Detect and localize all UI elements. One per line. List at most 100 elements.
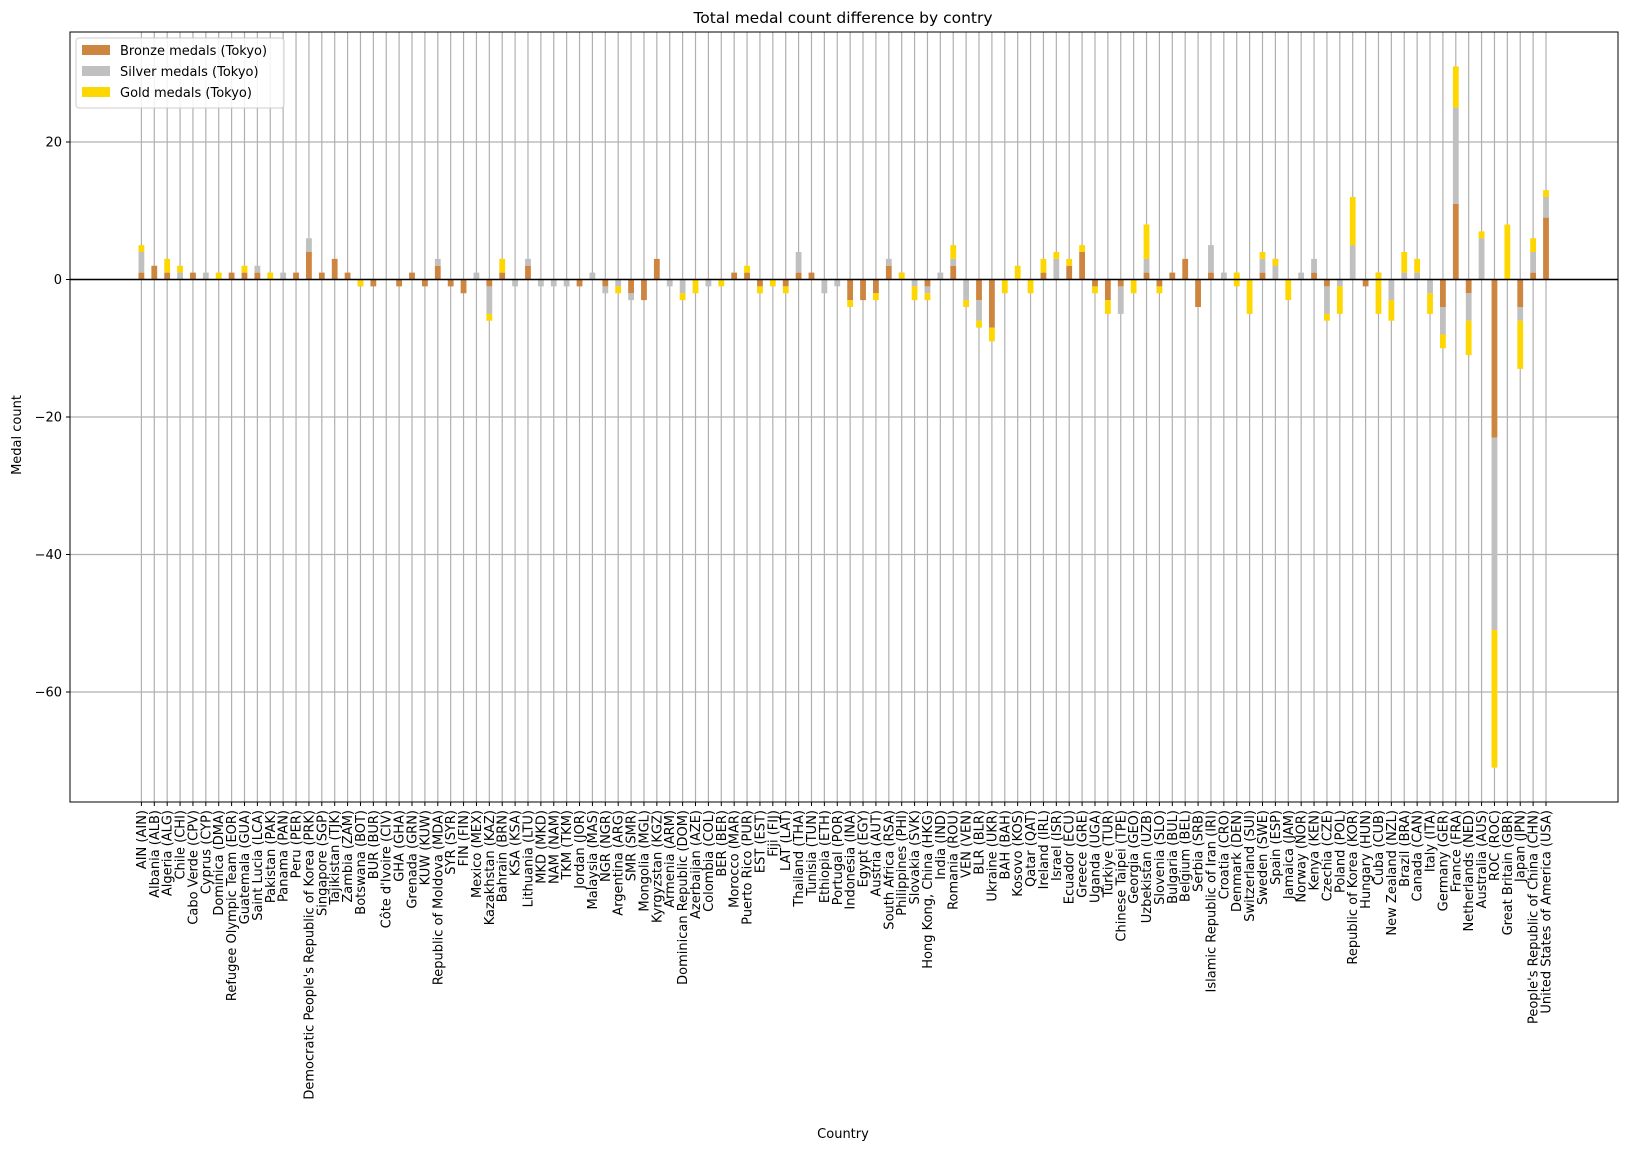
chart-title: Total medal count difference by contry	[692, 9, 992, 27]
bar-silver	[937, 272, 944, 280]
bar-gold	[215, 272, 222, 280]
bar-gold	[679, 293, 686, 301]
bar-silver	[280, 272, 287, 280]
bar-gold	[1001, 279, 1008, 294]
bar-bronze	[731, 272, 738, 280]
x-tick-label: Slovenia (SLO)	[1153, 810, 1168, 905]
x-tick-label: Jamaica (JAM)	[1282, 810, 1297, 900]
x-tick-label: Norway (NOR)	[1295, 810, 1310, 903]
x-tick-label: Poland (POL)	[1333, 810, 1348, 893]
x-tick-label: Australia (AUS)	[1475, 810, 1490, 908]
x-tick-label: Denmark (DEN)	[1230, 810, 1245, 912]
bar-gold	[1504, 224, 1511, 280]
bar-gold	[873, 293, 879, 301]
x-tick-label: Colombia (COL)	[702, 810, 717, 912]
bar-gold	[1272, 258, 1279, 266]
x-tick-label: Türkiye (TUR)	[1101, 810, 1116, 898]
bar-bronze	[641, 279, 647, 301]
bar-gold	[718, 279, 725, 287]
x-tick-label: Chinese Taipei (TPE)	[1114, 810, 1129, 942]
bar-bronze	[241, 272, 248, 280]
x-tick-label: Ecuador (ECU)	[1063, 810, 1078, 904]
x-tick-label: TKM (TKM)	[560, 810, 575, 881]
x-tick-label: Austria (AUT)	[869, 810, 884, 897]
y-axis-ticks: 20 0 −20 −40 −60	[35, 136, 70, 701]
bar-bronze	[460, 279, 467, 294]
bar-bronze	[293, 272, 299, 280]
x-tick-label: Cyprus (CYP)	[199, 810, 214, 894]
bar-gold	[1349, 197, 1356, 246]
x-tick-label: BLR (BLR)	[973, 810, 988, 875]
x-tick-label: Belgium (BEL)	[1179, 810, 1194, 902]
bar-bronze	[254, 272, 261, 280]
bar-silver	[1491, 437, 1498, 631]
x-tick-label: SMR (SMR)	[625, 810, 640, 881]
bar-gold	[950, 245, 957, 259]
x-tick-label: Thailand (THA)	[792, 810, 807, 908]
x-tick-label: FIN (FIN)	[457, 810, 472, 866]
bar-gold	[1478, 231, 1485, 239]
bar-gold	[1053, 252, 1060, 259]
bar-bronze	[808, 272, 815, 280]
bar-bronze	[873, 279, 879, 294]
legend-box	[75, 37, 285, 109]
x-tick-label: Greece (GRE)	[1076, 810, 1091, 898]
bar-silver	[1517, 307, 1524, 321]
x-tick-label: Côte d'Ivoire (CIV)	[380, 810, 395, 928]
bar-bronze	[1517, 279, 1524, 307]
bar-gold	[924, 293, 931, 301]
bar-silver	[705, 279, 712, 287]
bar-silver	[1053, 258, 1060, 280]
bar-silver	[924, 286, 931, 294]
bar-silver	[1427, 279, 1433, 294]
bar-silver	[950, 258, 957, 266]
x-tick-label: Lithuania (LTU)	[521, 810, 536, 907]
bar-bronze	[1440, 279, 1446, 307]
x-tick-label: Ireland (IRL)	[1037, 810, 1052, 889]
bar-bronze	[409, 272, 415, 280]
bar-silver	[628, 293, 634, 301]
x-tick-label: United States of America (USA)	[1540, 810, 1555, 1014]
y-tick-label: 20	[45, 136, 62, 151]
bar-bronze	[499, 272, 506, 280]
bar-gold	[769, 279, 776, 287]
bar-silver	[1414, 272, 1421, 280]
x-tick-label: Georgia (GEO)	[1127, 810, 1142, 904]
x-tick-label: Kyrgyzstan (KGZ)	[650, 810, 665, 923]
legend-label-bronze: Bronze medals (Tokyo)	[120, 44, 267, 59]
legend-swatch-silver	[82, 66, 110, 76]
x-tick-label: Morocco (MAR)	[728, 810, 743, 908]
x-tick-label: Dominica (DMA)	[212, 810, 227, 916]
x-tick-label: People's Republic of China (CHN)	[1527, 810, 1542, 1024]
x-tick-label: Uzbekistan (UZB)	[1140, 810, 1155, 923]
bar-gold	[1401, 252, 1408, 273]
x-tick-label: Great Britain (GBR)	[1501, 810, 1516, 935]
grid-lines	[70, 32, 1618, 802]
x-tick-label: Jordan (JOR)	[573, 810, 588, 890]
bar-gold	[1517, 320, 1524, 369]
bar-bronze	[447, 279, 454, 287]
bar-silver	[138, 252, 145, 273]
bar-bronze	[1092, 279, 1098, 287]
bar-gold	[976, 320, 982, 328]
x-tick-label: VEN (VEN)	[960, 810, 975, 878]
x-tick-label: Zambia (ZAM)	[341, 810, 356, 903]
bar-bronze	[434, 265, 441, 280]
bar-bronze	[486, 279, 493, 287]
bar-bronze	[228, 272, 235, 280]
x-tick-label: Guatemala (GUA)	[238, 810, 253, 924]
bar-bronze	[164, 272, 171, 280]
x-tick-label: Malaysia (MAS)	[586, 810, 601, 909]
bar-bronze	[950, 265, 957, 280]
bar-bronze	[1117, 279, 1124, 287]
x-tick-label: Democratic People's Republic of Korea (P…	[302, 810, 317, 1100]
x-tick-label: KUW (KUW)	[418, 810, 433, 885]
x-tick-label: Puerto Rico (PUR)	[741, 810, 756, 925]
bar-gold	[1414, 258, 1421, 273]
x-tick-label: Canada (CAN)	[1411, 810, 1426, 901]
bar-silver	[1465, 293, 1472, 321]
bar-silver	[306, 238, 312, 252]
x-tick-label: Hong Kong, China (HKG)	[921, 810, 936, 969]
x-tick-label: Uganda (UGA)	[1088, 810, 1103, 903]
